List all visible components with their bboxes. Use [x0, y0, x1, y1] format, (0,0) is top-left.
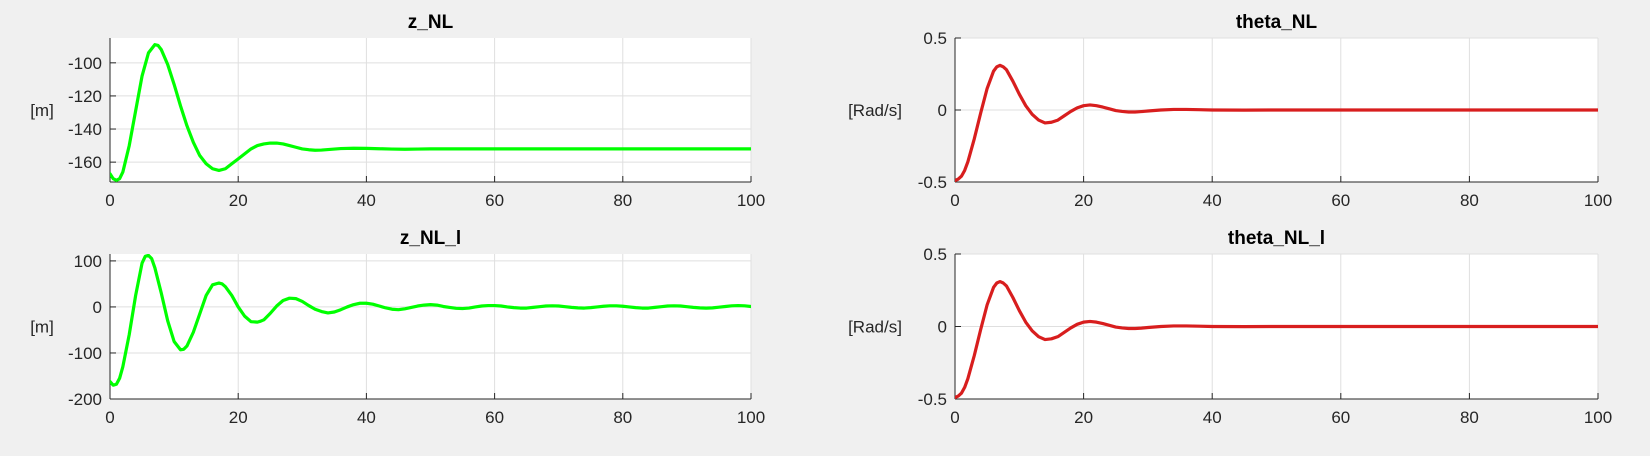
y-axis-label: [Rad/s] — [848, 101, 902, 120]
y-tick-label: -0.5 — [918, 173, 947, 192]
y-tick-label: 0 — [938, 101, 947, 120]
x-tick-label: 40 — [357, 408, 376, 427]
y-tick-label: -100 — [68, 344, 102, 363]
x-tick-label: 40 — [1203, 191, 1222, 210]
x-tick-label: 100 — [1584, 191, 1612, 210]
x-tick-label: 0 — [105, 191, 114, 210]
series-line-1 — [955, 279, 1598, 399]
y-tick-label: 100 — [74, 252, 102, 271]
y-tick-label: -120 — [68, 87, 102, 106]
x-tick-label: 100 — [737, 408, 765, 427]
x-tick-label: 80 — [1460, 408, 1479, 427]
x-tick-label: 80 — [613, 191, 632, 210]
x-tick-label: 60 — [485, 191, 504, 210]
subplot-1: 0 20 40 60 80 100 -160 -140 -120 -100 z_NL [m] — [30, 12, 765, 210]
y-tick-label: -140 — [68, 120, 102, 139]
x-tick-label: 20 — [1074, 408, 1093, 427]
y-tick-label: -160 — [68, 153, 102, 172]
x-tick-label: 60 — [1331, 408, 1350, 427]
x-tick-label: 100 — [1584, 408, 1612, 427]
x-tick-label: 0 — [950, 408, 959, 427]
y-tick-label: 0.5 — [923, 245, 947, 264]
chart-title: theta_NL — [1236, 12, 1318, 33]
x-tick-label: 60 — [1331, 191, 1350, 210]
y-tick-label: -200 — [68, 390, 102, 409]
y-axis-label: [m] — [30, 318, 54, 337]
chart-title: z_NL_l — [400, 228, 461, 249]
y-tick-label: 0 — [93, 298, 102, 317]
x-tick-label: 20 — [1074, 191, 1093, 210]
y-tick-label: 0.5 — [923, 29, 947, 48]
y-axis-label: [Rad/s] — [848, 318, 902, 337]
x-tick-label: 80 — [1460, 191, 1479, 210]
x-tick-label: 40 — [1203, 408, 1222, 427]
x-tick-label: 100 — [737, 191, 765, 210]
x-tick-label: 80 — [613, 408, 632, 427]
plot-area — [110, 254, 751, 399]
y-tick-label: -100 — [68, 54, 102, 73]
chart-title: theta_NL_l — [1228, 228, 1325, 249]
series-line-1 — [110, 254, 751, 387]
x-tick-label: 0 — [950, 191, 959, 210]
y-axis-label: [m] — [30, 101, 54, 120]
chart-title: z_NL — [408, 12, 454, 33]
subplot-3: 0 20 40 60 80 100 -200 -100 0 100 z_NL_l [m] — [30, 228, 765, 427]
y-tick-label: 0 — [938, 318, 947, 337]
x-tick-label: 20 — [229, 191, 248, 210]
x-tick-label: 20 — [229, 408, 248, 427]
series-line-1 — [955, 63, 1598, 182]
x-tick-label: 40 — [357, 191, 376, 210]
x-tick-label: 0 — [105, 408, 114, 427]
plot-area — [110, 38, 751, 182]
series-line-1 — [110, 43, 751, 182]
y-tick-label: -0.5 — [918, 390, 947, 409]
x-tick-label: 60 — [485, 408, 504, 427]
